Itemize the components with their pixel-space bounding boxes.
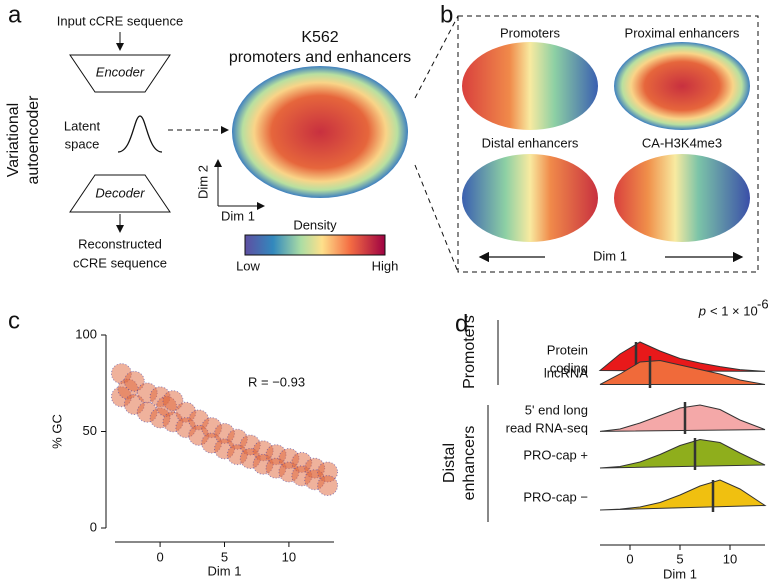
input-label: Input cCRE sequence: [57, 13, 183, 28]
decoder-box: [69, 174, 171, 213]
panel-label: b: [440, 1, 453, 28]
p-value: p: [698, 303, 706, 318]
category-label: PRO-cap −: [523, 489, 588, 504]
dashed-line: [414, 164, 459, 273]
scatter-point: [317, 475, 339, 497]
panel-a: a Input cCRE sequence Encoder Latent spa…: [5, 1, 411, 273]
density-curve: [599, 479, 767, 511]
density-map: [462, 42, 598, 130]
model-label: Variational: [5, 103, 22, 177]
map-label: Promoters: [500, 25, 560, 40]
category-label: coding: [550, 360, 588, 375]
y-tick-label: 0: [90, 519, 97, 534]
axis-label: Dim 1: [663, 566, 697, 581]
category-label: read RNA-seq: [506, 420, 588, 435]
axis-label: Dim 1: [221, 208, 255, 223]
colorbar: [244, 234, 386, 256]
panel-label: d: [455, 310, 468, 337]
p-value: < 1 × 10: [710, 303, 758, 318]
axis-label: Dim 2: [195, 165, 210, 199]
density-curve: [599, 404, 766, 432]
model-label: autoencoder: [25, 95, 42, 185]
encoder-box: [69, 54, 171, 93]
density-curve: [599, 438, 766, 469]
colorbar-label: Low: [236, 258, 260, 273]
group-label: Distal: [441, 443, 458, 483]
category-label: PRO-cap +: [523, 447, 588, 462]
map-title: promoters and enhancers: [229, 49, 411, 66]
dashed-box: [457, 15, 759, 273]
axis-label: Dim 1: [208, 563, 242, 578]
decoder-label: Decoder: [95, 185, 145, 200]
y-tick-label: 100: [75, 326, 97, 341]
x-tick-label: 10: [723, 551, 737, 566]
latent-label: Latent: [64, 118, 101, 133]
density-map: [614, 42, 750, 130]
density-map: [462, 154, 598, 242]
y-tick-label: 50: [83, 423, 97, 438]
x-tick-label: 5: [676, 551, 683, 566]
x-tick-label: 0: [626, 551, 633, 566]
gaussian-icon: [117, 115, 163, 153]
axis-label: % GC: [49, 414, 64, 449]
map-label: Proximal enhancers: [625, 25, 740, 40]
group-label: enhancers: [461, 426, 478, 501]
colorbar-title: Density: [293, 217, 337, 232]
output-label: cCRE sequence: [73, 255, 167, 270]
encoder-label: Encoder: [96, 64, 145, 79]
density-map: [232, 66, 408, 198]
category-label: Protein: [547, 342, 588, 357]
scatter-point: [123, 370, 145, 392]
panel-label: c: [8, 307, 20, 334]
x-tick-label: 5: [221, 549, 228, 564]
scatter-point: [162, 390, 184, 412]
axis-label: Dim 1: [593, 248, 627, 263]
annotation: R = −0.93: [248, 374, 305, 389]
x-tick-label: 0: [156, 549, 163, 564]
map-label: CA-H3K4me3: [642, 135, 722, 150]
colorbar-label: High: [372, 258, 399, 273]
x-tick-label: 10: [282, 549, 296, 564]
category-label: 5' end long: [525, 402, 588, 417]
group-label: Promoters: [461, 315, 478, 389]
map-label: Distal enhancers: [482, 135, 579, 150]
output-label: Reconstructed: [78, 236, 162, 251]
map-title: K562: [301, 29, 338, 46]
category-label: lncRNA: [544, 365, 588, 380]
density-map: [614, 154, 750, 242]
panel-b: b Promoters Proximal enhancers Distal en…: [414, 1, 759, 273]
latent-label: space: [65, 136, 100, 151]
dashed-line: [414, 15, 459, 99]
p-value-exponent: -6: [757, 296, 768, 311]
density-curve: [599, 359, 766, 385]
panel-label: a: [8, 1, 22, 28]
